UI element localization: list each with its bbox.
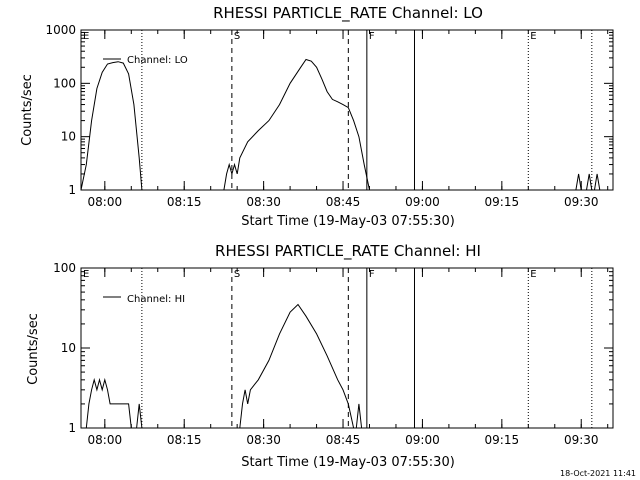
series-line-lo: [80, 61, 143, 191]
flag-label-hi: E: [83, 269, 89, 280]
x-axis-label-lo: Start Time (19-May-03 07:55:30): [241, 214, 455, 229]
y-tick-label-lo: 1000: [45, 23, 76, 37]
y-axis-label-hi: Counts/sec: [26, 313, 41, 385]
chart-title-hi: RHESSI PARTICLE_RATE Channel: HI: [215, 242, 481, 261]
flag-label-lo: E: [530, 31, 536, 42]
legend-label-lo: Channel: LO: [127, 55, 188, 66]
x-tick-label-lo: 08:00: [88, 195, 123, 209]
x-tick-label-hi: 09:30: [564, 433, 599, 447]
chart-title-lo: RHESSI PARTICLE_RATE Channel: LO: [213, 4, 483, 23]
x-tick-label-hi: 09:00: [405, 433, 440, 447]
flag-label-hi: S: [234, 269, 240, 280]
plot-frame-lo: [80, 29, 614, 191]
series-line-hi: [239, 303, 355, 429]
x-tick-label-hi: 09:15: [485, 433, 520, 447]
x-tick-label-lo: 09:15: [485, 195, 520, 209]
x-tick-label-hi: 08:00: [88, 433, 123, 447]
x-tick-label-hi: 08:15: [167, 433, 202, 447]
series-line-lo: [586, 173, 593, 191]
flag-label-hi: F: [369, 269, 375, 280]
x-tick-label-lo: 09:30: [564, 195, 599, 209]
y-tick-label-lo: 10: [61, 130, 76, 144]
series-line-hi: [355, 403, 363, 429]
x-tick-label-hi: 08:45: [326, 433, 361, 447]
y-tick-label-hi: 100: [53, 261, 76, 275]
footer-date: 18-Oct-2021 11:41: [560, 469, 636, 478]
y-tick-label-hi: 10: [61, 341, 76, 355]
flag-label-lo: F: [369, 31, 375, 42]
x-axis-label-hi: Start Time (19-May-03 07:55:30): [241, 455, 455, 470]
series-line-lo: [575, 173, 582, 191]
y-tick-label-lo: 1: [68, 183, 76, 197]
plot-frame-hi: [80, 267, 614, 429]
series-line-hi: [85, 377, 132, 429]
legend-label-hi: Channel: HI: [127, 294, 185, 305]
flag-label-lo: E: [83, 31, 89, 42]
series-line-lo: [594, 173, 601, 191]
x-tick-label-lo: 08:30: [246, 195, 281, 209]
flag-label-lo: S: [234, 31, 240, 42]
y-tick-label-lo: 100: [53, 76, 76, 90]
x-tick-label-lo: 08:45: [326, 195, 361, 209]
series-line-hi: [136, 403, 143, 429]
x-tick-label-hi: 08:30: [246, 433, 281, 447]
y-axis-label-lo: Counts/sec: [20, 74, 35, 146]
x-tick-label-lo: 09:00: [405, 195, 440, 209]
flag-label-hi: E: [530, 269, 536, 280]
x-tick-label-lo: 08:15: [167, 195, 202, 209]
series-line-lo: [223, 58, 370, 191]
y-tick-label-hi: 1: [68, 421, 76, 435]
